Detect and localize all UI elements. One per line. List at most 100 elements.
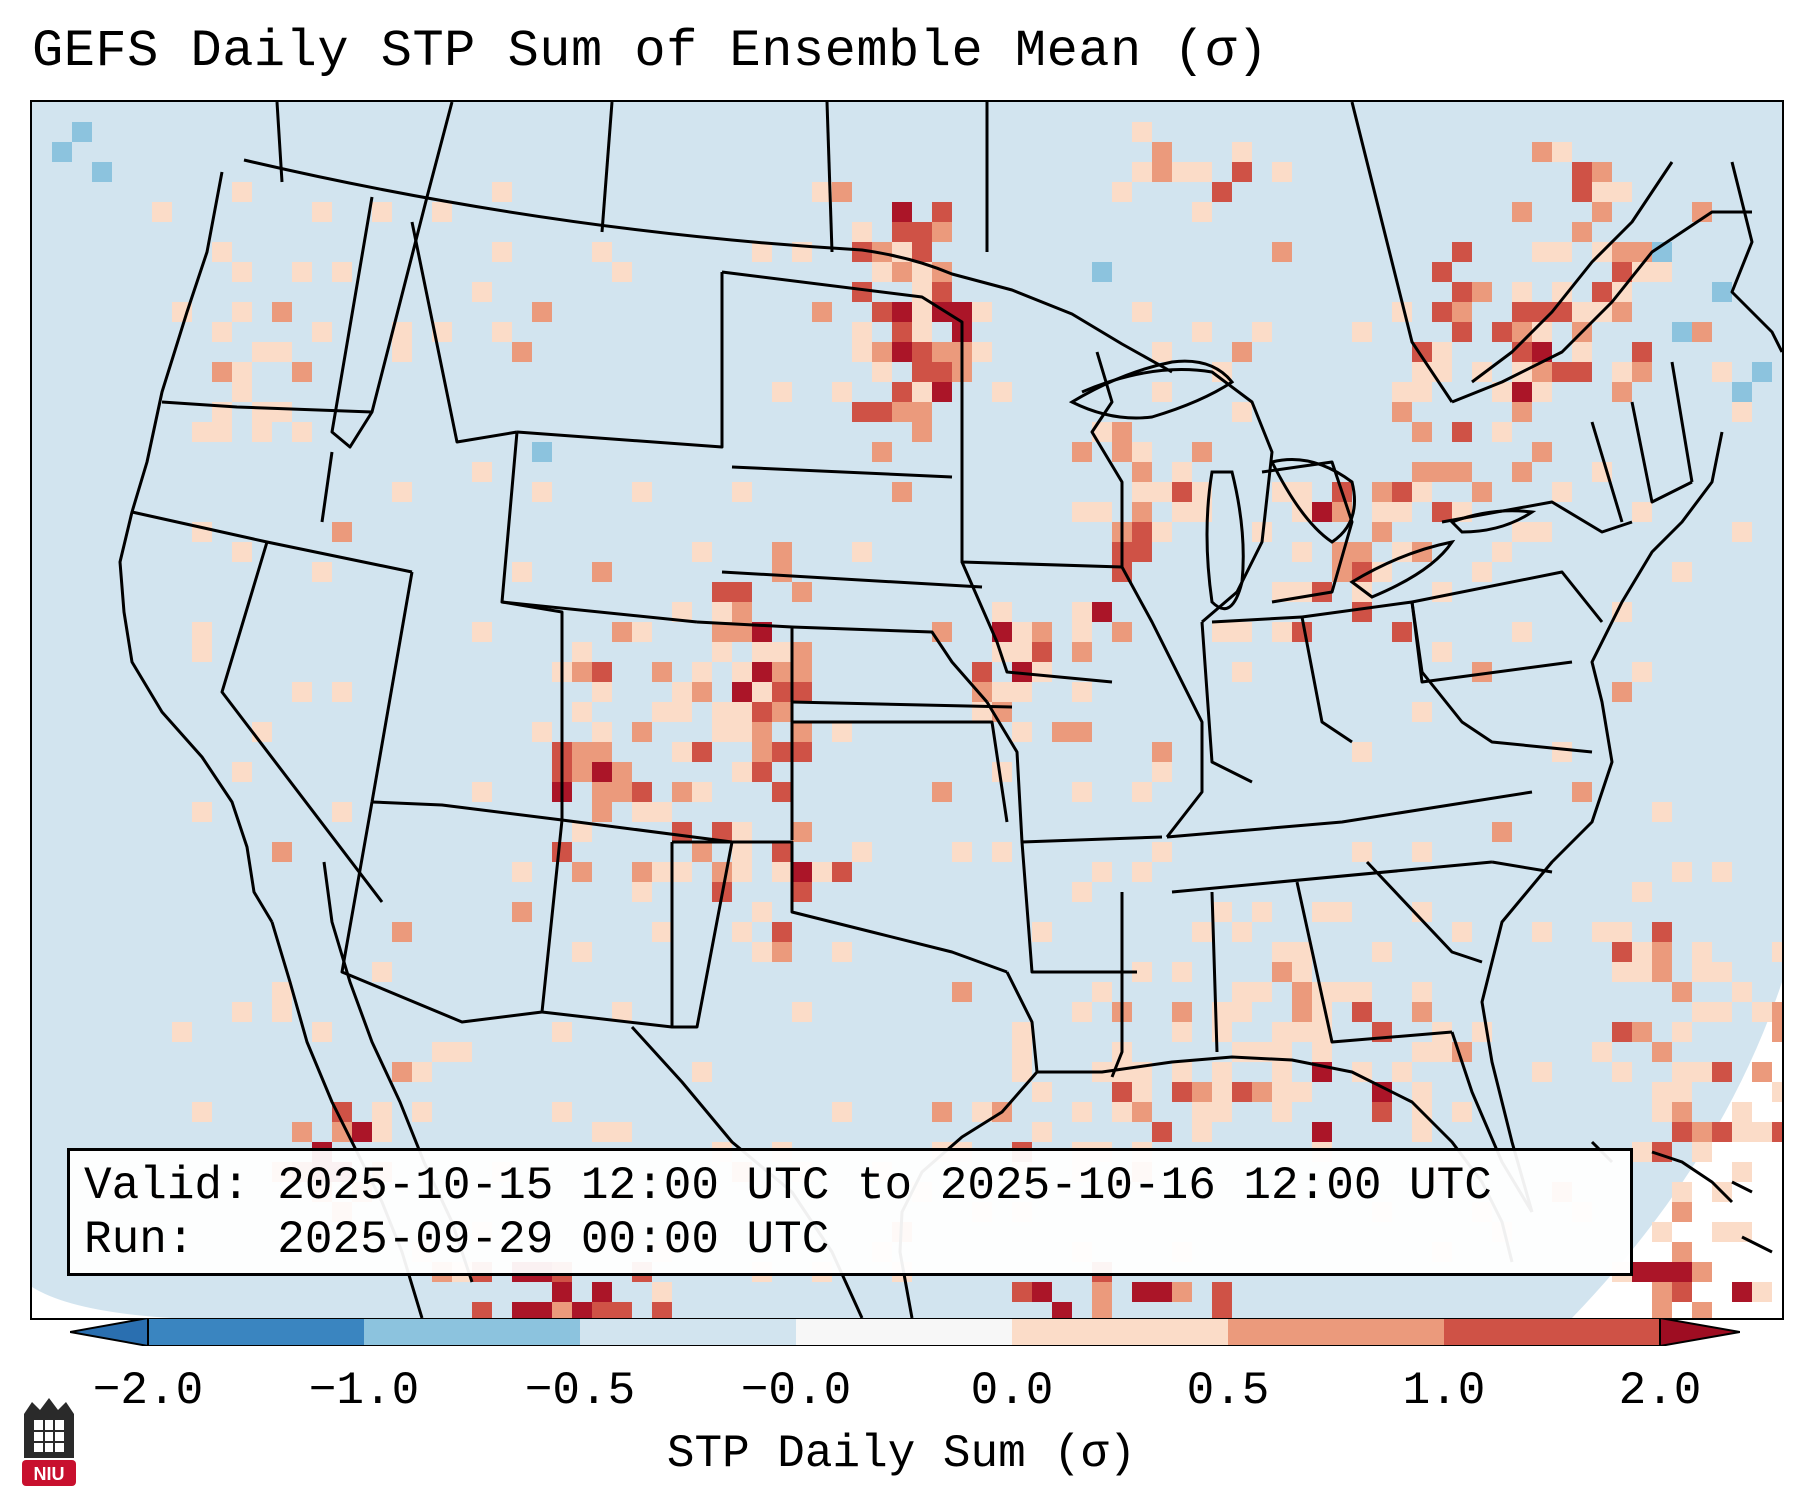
stp-cell <box>912 262 932 282</box>
stp-cell <box>1292 542 1312 562</box>
stp-cell <box>1412 842 1432 862</box>
stp-cell <box>1032 622 1052 642</box>
stp-cell <box>592 782 612 802</box>
stp-cell <box>672 682 692 702</box>
stp-cell <box>332 682 352 702</box>
stp-cell <box>632 622 652 642</box>
stp-cell <box>232 542 252 562</box>
stp-cell <box>1132 482 1152 502</box>
stp-cell <box>1672 1262 1692 1282</box>
stp-cell <box>392 322 412 342</box>
stp-cell <box>1092 1302 1112 1318</box>
stp-cell <box>1072 682 1092 702</box>
stp-cell <box>1352 842 1372 862</box>
stp-cell <box>1512 402 1532 422</box>
stp-cell <box>1512 282 1532 302</box>
stp-cell <box>1552 242 1572 262</box>
stp-cell <box>732 582 752 602</box>
stp-cell <box>212 422 232 442</box>
colorbar-tick-label: 0.5 <box>1186 1365 1270 1417</box>
stp-cell <box>1272 1042 1292 1062</box>
stp-cell <box>372 962 392 982</box>
stp-cell <box>792 662 812 682</box>
stp-cell <box>1712 1002 1732 1022</box>
stp-cell <box>1312 1002 1332 1022</box>
stp-cell <box>1032 1282 1052 1302</box>
stp-cell <box>1192 922 1212 942</box>
stp-cell <box>912 322 932 342</box>
stp-cell <box>1672 1202 1692 1222</box>
stp-cell <box>1612 1022 1632 1042</box>
stp-cell <box>792 1002 812 1022</box>
stp-cell <box>552 1022 572 1042</box>
stp-cell <box>732 702 752 722</box>
stp-cell <box>872 442 892 462</box>
stp-cell <box>532 482 552 502</box>
stp-cell <box>1432 582 1452 602</box>
stp-cell <box>1412 382 1432 402</box>
stp-cell <box>572 642 592 662</box>
stp-cell <box>652 862 672 882</box>
stp-cell <box>1192 1102 1212 1122</box>
stp-cell <box>1272 1062 1292 1082</box>
stp-cell <box>312 562 332 582</box>
stp-cell <box>1632 1142 1652 1162</box>
stp-cell <box>1172 1002 1192 1022</box>
stp-cell <box>1672 982 1692 1002</box>
stp-cell <box>1432 462 1452 482</box>
stp-cell <box>1212 1102 1232 1122</box>
stp-cell <box>892 342 912 362</box>
stp-cell <box>832 942 852 962</box>
stp-cell <box>1612 382 1632 402</box>
stp-cell <box>1352 562 1372 582</box>
stp-cell <box>1012 1282 1032 1302</box>
stp-cell <box>392 922 412 942</box>
stp-cell <box>1652 962 1672 982</box>
stp-cell <box>1132 302 1152 322</box>
stp-cell <box>672 702 692 722</box>
stp-cell <box>312 322 332 342</box>
stp-cell <box>1332 902 1352 922</box>
stp-cell <box>372 1102 392 1122</box>
stp-cell <box>192 642 212 662</box>
stp-cell <box>852 402 872 422</box>
colorbar-bin <box>364 1318 580 1346</box>
stp-cell <box>1452 282 1472 302</box>
stp-cell <box>692 662 712 682</box>
stp-cell <box>872 402 892 422</box>
stp-cell <box>1492 382 1512 402</box>
stp-cell <box>892 322 912 342</box>
stp-cell <box>472 622 492 642</box>
stp-cell <box>1452 242 1472 262</box>
stp-cell <box>1612 302 1632 322</box>
stp-cell <box>732 622 752 642</box>
stp-cell <box>92 162 112 182</box>
stp-cell <box>1072 722 1092 742</box>
stp-cell <box>1372 1102 1392 1122</box>
stp-cell <box>752 722 772 742</box>
stp-cell <box>832 722 852 742</box>
stp-cell <box>232 262 252 282</box>
stp-cell <box>332 1122 352 1142</box>
stp-cell <box>1112 422 1132 442</box>
stp-cell <box>1652 262 1672 282</box>
stp-cell <box>1152 482 1172 502</box>
stp-cell <box>1412 1002 1432 1022</box>
stp-cell <box>1092 502 1112 522</box>
stp-cell <box>832 1102 852 1122</box>
stp-cell <box>932 282 952 302</box>
stp-cell <box>1172 1022 1192 1042</box>
stp-cell <box>1312 582 1332 602</box>
stp-cell <box>1112 622 1132 642</box>
stp-cell <box>1772 1002 1782 1022</box>
stp-cell <box>1192 442 1212 462</box>
stp-cell <box>572 1302 592 1318</box>
map-domain <box>32 102 1782 1318</box>
stp-cell <box>1732 1122 1752 1142</box>
stp-cell <box>1652 802 1672 822</box>
stp-cell <box>252 342 272 362</box>
stp-cell <box>492 322 512 342</box>
stp-cell <box>1072 1002 1092 1022</box>
stp-cell <box>932 362 952 382</box>
stp-cell <box>1452 922 1472 942</box>
